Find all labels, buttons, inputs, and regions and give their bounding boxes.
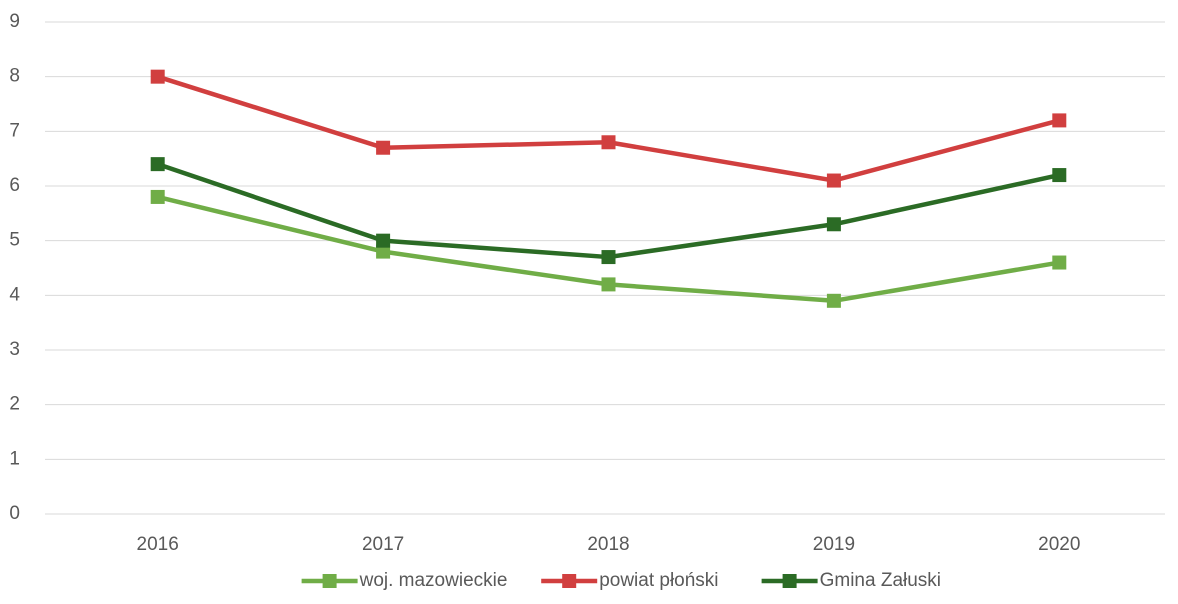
legend-label: powiat płoński xyxy=(599,570,718,591)
y-tick-label: 9 xyxy=(9,11,20,32)
marker xyxy=(826,173,841,188)
y-tick-label: 1 xyxy=(9,448,20,469)
marker xyxy=(1052,168,1067,183)
y-tick-label: 7 xyxy=(9,120,20,141)
marker xyxy=(601,250,616,265)
y-tick-label: 4 xyxy=(9,284,20,305)
x-tick-label: 2016 xyxy=(137,534,179,555)
marker xyxy=(376,233,391,248)
series-line xyxy=(157,74,1060,183)
x-tick-label: 2017 xyxy=(362,534,404,555)
marker xyxy=(150,69,165,84)
y-tick-label: 3 xyxy=(9,339,20,360)
x-tick-label: 2020 xyxy=(1038,534,1080,555)
series-line xyxy=(156,162,1060,260)
marker xyxy=(150,157,165,172)
legend-label: woj. mazowieckie xyxy=(359,570,508,591)
y-tick-label: 5 xyxy=(9,230,20,251)
legend-marker xyxy=(322,574,337,588)
marker xyxy=(376,244,391,259)
y-tick-label: 8 xyxy=(9,66,20,87)
legend-marker xyxy=(562,574,577,588)
y-tick-label: 2 xyxy=(9,394,20,415)
marker xyxy=(601,135,616,150)
marker xyxy=(1052,113,1067,128)
x-tick-label: 2018 xyxy=(587,534,629,555)
marker xyxy=(150,189,165,204)
marker xyxy=(1052,255,1067,270)
y-tick-label: 6 xyxy=(9,175,20,196)
marker xyxy=(601,277,616,292)
legend-marker xyxy=(782,574,797,588)
marker xyxy=(376,140,391,155)
x-tick-label: 2019 xyxy=(813,534,855,555)
legend-label: Gmina Załuski xyxy=(820,570,941,591)
marker xyxy=(826,293,841,308)
y-tick-label: 0 xyxy=(9,503,20,524)
marker xyxy=(826,217,841,232)
